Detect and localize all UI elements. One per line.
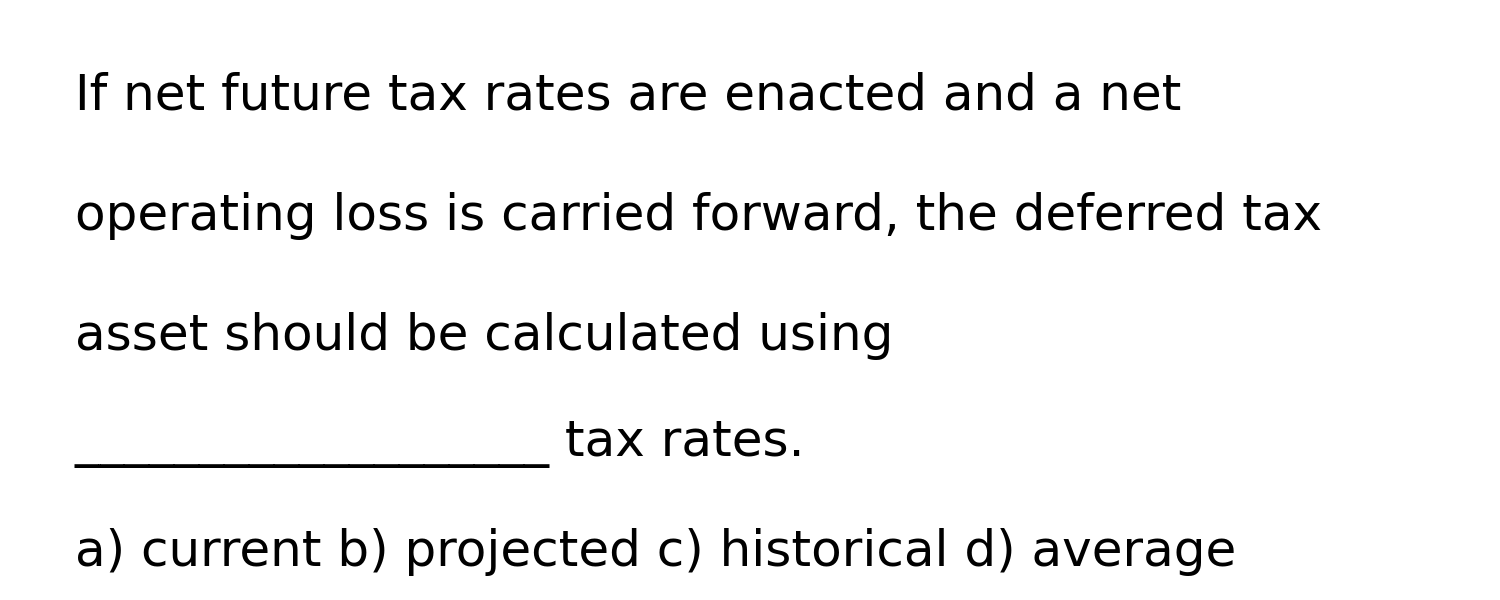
Text: operating loss is carried forward, the deferred tax: operating loss is carried forward, the d…: [75, 192, 1322, 240]
Text: If net future tax rates are enacted and a net: If net future tax rates are enacted and …: [75, 72, 1182, 120]
Text: asset should be calculated using: asset should be calculated using: [75, 312, 894, 360]
Text: a) current b) projected c) historical d) average: a) current b) projected c) historical d)…: [75, 528, 1236, 576]
Text: ___________________ tax rates.: ___________________ tax rates.: [75, 420, 806, 468]
